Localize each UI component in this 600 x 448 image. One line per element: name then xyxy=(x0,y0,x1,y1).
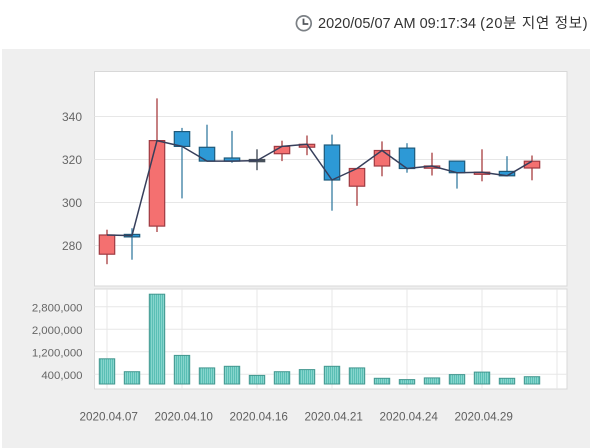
svg-text:1,200,000: 1,200,000 xyxy=(32,348,83,360)
svg-text:2020.04.21: 2020.04.21 xyxy=(304,410,363,423)
svg-text:2,800,000: 2,800,000 xyxy=(32,303,83,315)
svg-text:2020/05/07 AM 09:17:34 (20분 지연: 2020/05/07 AM 09:17:34 (20분 지연 정보) xyxy=(318,15,588,32)
svg-text:2,000,000: 2,000,000 xyxy=(32,325,83,337)
svg-text:2020.04.07: 2020.04.07 xyxy=(79,410,138,423)
svg-text:280: 280 xyxy=(62,239,82,253)
svg-text:320: 320 xyxy=(62,153,82,167)
svg-text:340: 340 xyxy=(62,110,82,124)
svg-text:2020.04.24: 2020.04.24 xyxy=(379,410,438,423)
svg-text:2020.04.29: 2020.04.29 xyxy=(454,410,513,423)
svg-text:300: 300 xyxy=(62,196,82,210)
svg-text:2020.04.16: 2020.04.16 xyxy=(229,410,288,423)
svg-text:400,000: 400,000 xyxy=(41,370,82,382)
svg-text:2020.04.10: 2020.04.10 xyxy=(154,410,213,423)
